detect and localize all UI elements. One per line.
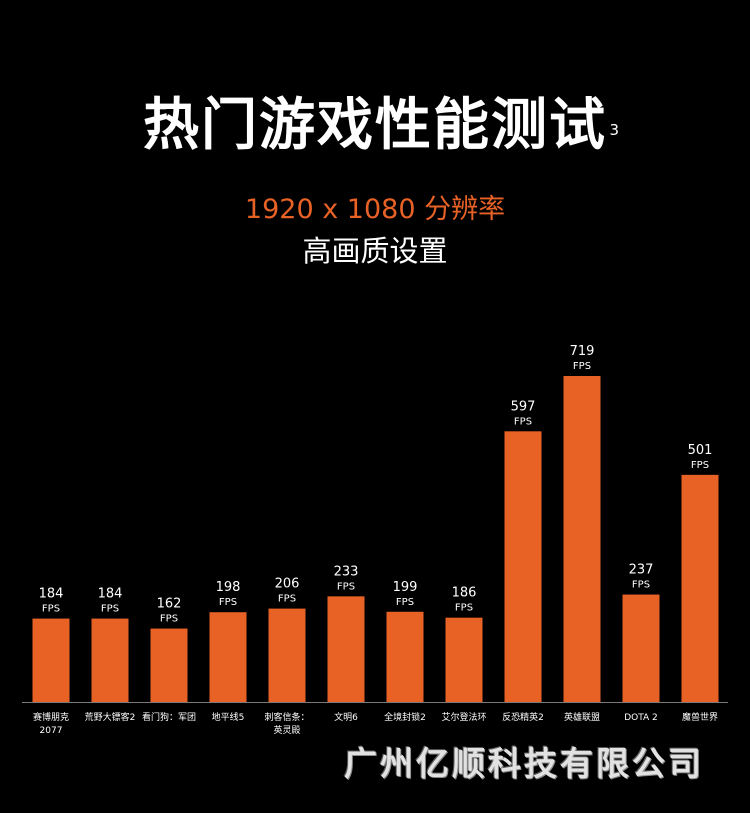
category-label: 文明6: [334, 711, 358, 723]
bar-unit-label: FPS: [42, 604, 60, 615]
bar-unit-label: FPS: [691, 460, 709, 471]
bar-10: [622, 594, 660, 702]
bar-value-label: 198: [216, 580, 241, 595]
category-label: 反恐精英2: [502, 711, 544, 723]
category-label: 全境封锁2: [384, 711, 426, 723]
bar-unit-label: FPS: [455, 603, 473, 614]
category-label: 英灵殿: [273, 724, 300, 736]
bar-value-label: 184: [39, 587, 64, 602]
bar-value-label: 501: [688, 443, 713, 458]
bar-unit-label: FPS: [514, 416, 532, 427]
bar-value-label: 237: [629, 563, 654, 578]
bar-value-label: 162: [157, 597, 182, 612]
bar-value-label: 184: [98, 587, 123, 602]
bar-2: [150, 628, 188, 702]
bar-8: [504, 431, 542, 702]
quality-subtitle: 高画质设置: [302, 234, 448, 268]
category-label: 地平线5: [212, 711, 245, 723]
bar-value-label: 719: [570, 344, 595, 359]
bar-3: [209, 612, 247, 702]
bar-6: [386, 611, 424, 702]
bar-unit-label: FPS: [632, 580, 650, 591]
resolution-subtitle: 1920 x 1080 分辨率: [244, 194, 506, 225]
bar-unit-label: FPS: [396, 597, 414, 608]
bar-0: [32, 618, 70, 702]
category-label: 看门狗：军团: [142, 711, 196, 723]
company-watermark: 广州亿顺科技有限公司: [344, 744, 704, 783]
bar-value-label: 233: [334, 564, 359, 579]
category-label: 英雄联盟: [564, 711, 600, 723]
bar-unit-label: FPS: [337, 581, 355, 592]
bar-value-label: 597: [511, 399, 536, 414]
bar-5: [327, 596, 365, 702]
bar-value-label: 186: [452, 586, 477, 601]
bar-11: [681, 474, 719, 702]
category-label: 荒野大镖客2: [85, 711, 136, 723]
title-footnote-mark: 3: [609, 121, 621, 139]
bar-4: [268, 608, 306, 702]
bar-unit-label: FPS: [278, 594, 296, 605]
bar-unit-label: FPS: [573, 361, 591, 372]
category-label: 艾尔登法环: [441, 711, 486, 723]
bar-value-label: 199: [393, 580, 418, 595]
bar-value-label: 206: [275, 577, 300, 592]
category-label: 赛博朋克: [33, 711, 69, 723]
bar-1: [91, 618, 129, 702]
bar-9: [563, 376, 601, 702]
bar-7: [445, 617, 483, 702]
category-label: 魔兽世界: [682, 711, 718, 723]
category-label: 2077: [40, 726, 63, 736]
bar-unit-label: FPS: [219, 597, 237, 608]
page-title-text: 热门游戏性能测试: [143, 93, 607, 158]
page-title: 热门游戏性能测试 3: [143, 88, 619, 164]
title-wrap: 热门游戏性能测试 3: [0, 88, 750, 164]
category-label: 刺客信条：: [264, 711, 309, 723]
bar-unit-label: FPS: [160, 614, 178, 625]
bar-unit-label: FPS: [101, 604, 119, 615]
category-label: DOTA 2: [624, 713, 658, 723]
